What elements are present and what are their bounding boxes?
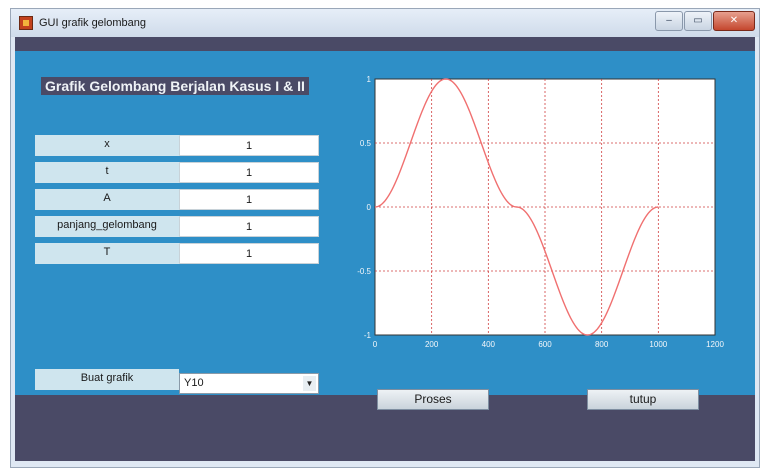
x-tick-label: 800 (595, 340, 609, 349)
plot-select-label: Buat grafik (35, 369, 179, 390)
param-label-wavelength: panjang_gelombang (35, 216, 179, 237)
y-tick-labels: 1 0.5 0 -0.5 -1 (357, 75, 371, 340)
y-tick-label: 1 (367, 75, 372, 84)
x-tick-label: 200 (425, 340, 439, 349)
top-strip (15, 37, 755, 51)
y-tick-label: -1 (364, 331, 372, 340)
dropdown-arrow-icon[interactable]: ▼ (303, 376, 316, 391)
app-window: GUI grafik gelombang – ▭ ✕ Grafik Gelomb… (10, 8, 760, 468)
x-tick-label: 1000 (649, 340, 667, 349)
y-tick-label: -0.5 (357, 267, 371, 276)
wave-chart: 0 200 400 600 800 1000 1200 1 0.5 0 -0.5 -1 (357, 75, 725, 349)
param-label-a: A (35, 189, 179, 210)
curve-layer (374, 78, 659, 336)
maximize-button[interactable]: ▭ (684, 11, 712, 31)
x-tick-labels: 0 200 400 600 800 1000 1200 (373, 340, 725, 349)
tutup-button[interactable]: tutup (587, 389, 699, 410)
plot-select-value: Y10 (184, 377, 204, 389)
x-tick-label: 1200 (706, 340, 724, 349)
param-label-period: T (35, 243, 179, 264)
param-input-period[interactable]: 1 (179, 243, 319, 264)
title-bar: GUI grafik gelombang – ▭ ✕ (11, 9, 759, 37)
y-tick-label: 0.5 (360, 139, 372, 148)
param-input-x[interactable]: 1 (179, 135, 319, 156)
plot-select[interactable]: Y10 ▼ (179, 373, 319, 394)
app-icon (19, 16, 33, 30)
param-input-a[interactable]: 1 (179, 189, 319, 210)
window-controls: – ▭ ✕ (655, 11, 755, 31)
grid-lines (375, 79, 715, 335)
main-panel: Grafik Gelombang Berjalan Kasus I & II x… (15, 51, 755, 395)
close-button[interactable]: ✕ (713, 11, 755, 31)
param-label-x: x (35, 135, 179, 156)
param-input-t[interactable]: 1 (179, 162, 319, 183)
param-input-wavelength[interactable]: 1 (179, 216, 319, 237)
y-tick-label: 0 (367, 203, 372, 212)
param-label-t: t (35, 162, 179, 183)
series-line-0 (374, 78, 659, 336)
minimize-button[interactable]: – (655, 11, 683, 31)
panel-title: Grafik Gelombang Berjalan Kasus I & II (41, 77, 309, 95)
x-tick-label: 600 (538, 340, 552, 349)
window-title: GUI grafik gelombang (39, 17, 146, 29)
x-tick-label: 0 (373, 340, 378, 349)
proses-button[interactable]: Proses (377, 389, 489, 410)
x-tick-label: 400 (482, 340, 496, 349)
